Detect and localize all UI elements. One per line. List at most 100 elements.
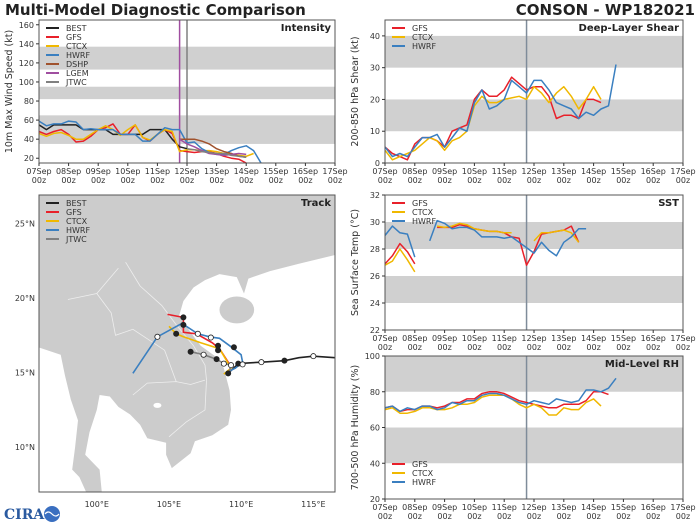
y-tick-label: 26 bbox=[370, 272, 380, 281]
hainan-island bbox=[219, 296, 255, 324]
track-position-marker bbox=[215, 347, 222, 354]
x-tick-label-date: 10Sep bbox=[462, 503, 487, 512]
track-position-marker bbox=[200, 351, 207, 358]
landmass bbox=[39, 195, 335, 492]
x-tick-label-hour: 00z bbox=[61, 176, 75, 185]
x-tick-label-date: 13Sep bbox=[551, 167, 576, 176]
country-border bbox=[67, 267, 119, 300]
series-line-dshp bbox=[179, 138, 247, 159]
y-tick-label: 28 bbox=[370, 245, 380, 254]
x-tick-label-hour: 00z bbox=[378, 343, 392, 352]
map-area bbox=[39, 195, 335, 492]
x-tick-label-date: 08Sep bbox=[402, 503, 427, 512]
x-tick-label-date: 14Sep bbox=[581, 167, 606, 176]
shear-panel: 01020304007Sep00z08Sep00z09Sep00z10Sep00… bbox=[350, 19, 696, 185]
x-tick-label-hour: 00z bbox=[676, 512, 690, 521]
x-tick-label-date: 07Sep bbox=[372, 334, 397, 343]
x-tick-label-hour: 00z bbox=[298, 176, 312, 185]
x-tick-label-hour: 00z bbox=[646, 343, 660, 352]
x-tick-label-hour: 00z bbox=[378, 512, 392, 521]
x-tick-label-date: 15Sep bbox=[611, 334, 636, 343]
x-tick-label-hour: 00z bbox=[497, 176, 511, 185]
cira-logo-wave-icon bbox=[44, 511, 60, 517]
x-tick-label-date: 09Sep bbox=[432, 167, 457, 176]
x-tick-label-hour: 00z bbox=[676, 343, 690, 352]
series-line-hwrf bbox=[384, 377, 617, 413]
legend-label: HWRF bbox=[412, 217, 436, 226]
x-tick-label-hour: 00z bbox=[32, 176, 46, 185]
sst-panel: 22242628303207Sep00z08Sep00z09Sep00z10Se… bbox=[350, 191, 696, 352]
x-tick-label-hour: 00z bbox=[209, 176, 223, 185]
threshold-band bbox=[385, 99, 683, 132]
y-tick-label: 140 bbox=[19, 40, 34, 49]
x-tick-label-date: 17Sep bbox=[670, 334, 695, 343]
x-tick-label-date: 17Sep bbox=[670, 167, 695, 176]
x-tick-label-hour: 00z bbox=[616, 512, 630, 521]
x-tick-label-hour: 00z bbox=[527, 176, 541, 185]
x-tick-label-hour: 00z bbox=[557, 512, 571, 521]
legend-label: GFS bbox=[66, 208, 82, 217]
legend-label: GFS bbox=[66, 33, 82, 42]
x-tick-label-date: 13Sep bbox=[204, 167, 229, 176]
y-tick-label: 80 bbox=[24, 97, 34, 106]
track-position-marker bbox=[258, 359, 265, 366]
x-tick-label-date: 16Sep bbox=[293, 167, 318, 176]
track-position-marker bbox=[194, 330, 201, 337]
x-tick-label-date: 11Sep bbox=[492, 167, 517, 176]
series-line-hwrf bbox=[384, 64, 617, 158]
legend-label: CTCX bbox=[66, 217, 88, 226]
lon-tick-label: 105°E bbox=[157, 500, 181, 509]
series-line-lgem bbox=[179, 138, 247, 157]
x-tick-label-date: 11Sep bbox=[145, 167, 170, 176]
lat-tick-label: 15°N bbox=[15, 369, 35, 378]
x-tick-label-date: 10Sep bbox=[462, 167, 487, 176]
x-tick-label-hour: 00z bbox=[408, 343, 422, 352]
panel-title: Intensity bbox=[281, 23, 332, 34]
x-tick-label-date: 14Sep bbox=[234, 167, 259, 176]
y-tick-label: 60 bbox=[24, 116, 34, 125]
series-line-ctcx bbox=[384, 85, 602, 161]
legend-label: HWRF bbox=[412, 478, 436, 487]
threshold-band bbox=[385, 427, 683, 464]
x-tick-label-hour: 00z bbox=[91, 176, 105, 185]
x-tick-label-hour: 00z bbox=[467, 343, 481, 352]
track-position-marker bbox=[220, 360, 227, 367]
threshold-band bbox=[385, 356, 683, 392]
x-tick-label-hour: 00z bbox=[557, 343, 571, 352]
track-position-marker bbox=[207, 334, 214, 341]
y-tick-label: 0 bbox=[375, 159, 380, 168]
x-tick-label-hour: 00z bbox=[408, 512, 422, 521]
legend-label: JTWC bbox=[65, 78, 87, 87]
panel-title: Mid-Level RH bbox=[605, 359, 679, 370]
legend-label: GFS bbox=[412, 24, 428, 33]
x-tick-label-hour: 00z bbox=[646, 176, 660, 185]
x-tick-label-date: 11Sep bbox=[492, 334, 517, 343]
x-tick-label-date: 15Sep bbox=[611, 167, 636, 176]
track-position-marker bbox=[228, 362, 235, 369]
y-tick-label: 20 bbox=[370, 495, 380, 504]
x-tick-label-date: 09Sep bbox=[86, 167, 111, 176]
y-tick-label: 22 bbox=[370, 326, 380, 335]
x-tick-label-hour: 00z bbox=[437, 176, 451, 185]
x-tick-label-hour: 00z bbox=[408, 176, 422, 185]
x-tick-label-hour: 00z bbox=[121, 176, 135, 185]
x-tick-label-date: 16Sep bbox=[641, 334, 666, 343]
x-tick-label-date: 12Sep bbox=[521, 503, 546, 512]
series-line-ctcx bbox=[38, 124, 254, 158]
legend-label: LGEM bbox=[66, 69, 89, 78]
y-axis-label: Sea Surface Temp (°C) bbox=[350, 209, 361, 316]
y-tick-label: 60 bbox=[370, 424, 380, 433]
y-tick-label: 24 bbox=[370, 299, 380, 308]
track-position-marker bbox=[230, 344, 237, 351]
x-tick-label-hour: 00z bbox=[150, 176, 164, 185]
x-tick-label-hour: 00z bbox=[646, 512, 660, 521]
y-tick-label: 10 bbox=[370, 127, 380, 136]
track-position-marker bbox=[180, 314, 187, 321]
y-tick-label: 40 bbox=[370, 459, 380, 468]
x-tick-label-date: 12Sep bbox=[174, 167, 199, 176]
x-tick-label-hour: 00z bbox=[239, 176, 253, 185]
intensity-panel: 2040608010012014016007Sep00z08Sep00z09Se… bbox=[4, 19, 348, 185]
x-tick-label-hour: 00z bbox=[676, 176, 690, 185]
track-position-marker bbox=[187, 348, 194, 355]
